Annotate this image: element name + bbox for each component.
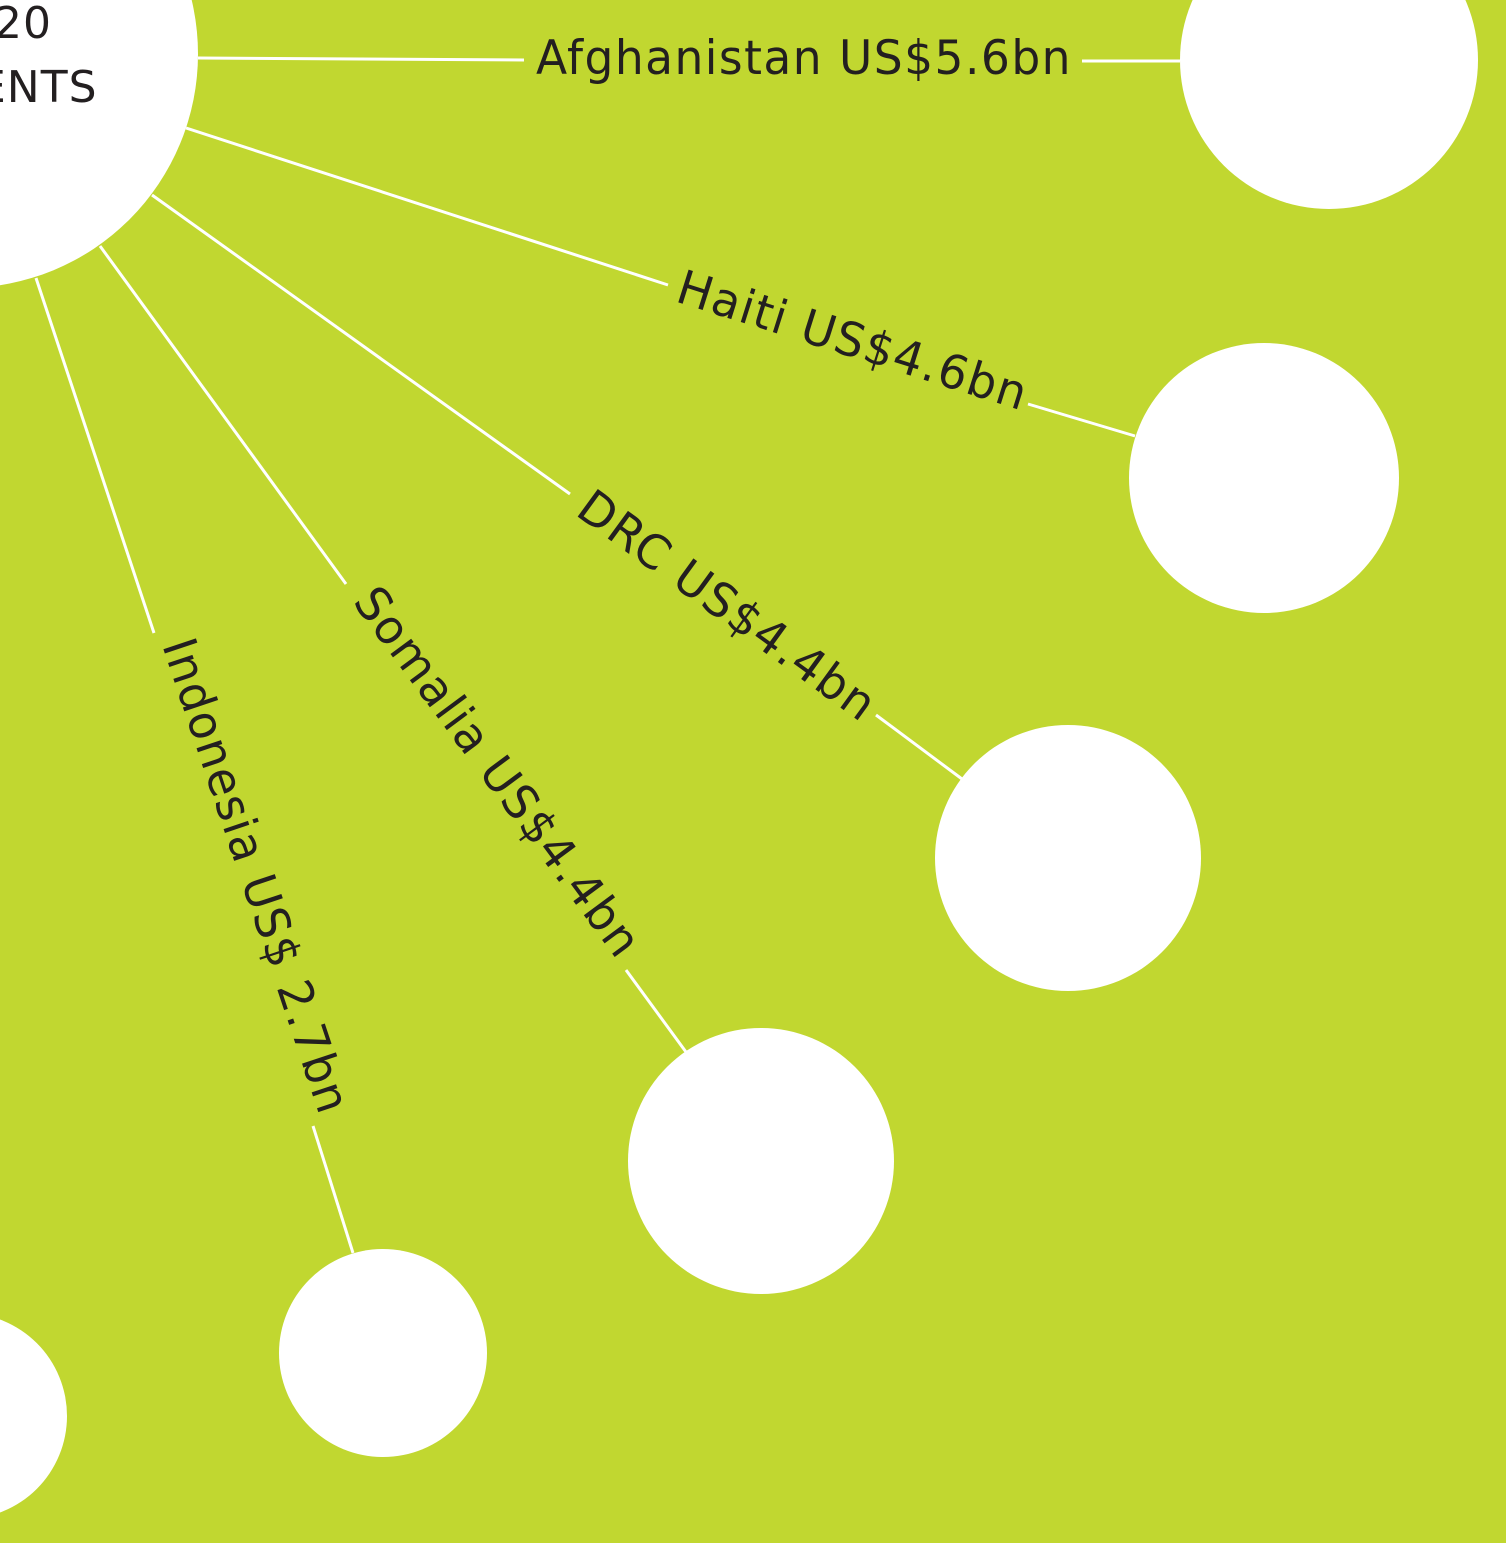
haiti-connector-node [1027, 402, 1136, 438]
afghanistan-label: Afghanistan US$5.6bn [536, 31, 1072, 86]
haiti-connector-hub [185, 126, 669, 287]
afghanistan-node [1180, 0, 1478, 209]
hub-label-line2: ENTS [0, 62, 98, 113]
indonesia-node [279, 1249, 487, 1457]
afghanistan-connector-hub [197, 56, 525, 62]
hub-node [0, 0, 198, 286]
somalia-label: Somalia US$4.4bn [342, 576, 652, 968]
haiti-label: Haiti US$4.6bn [670, 260, 1035, 422]
drc-label: DRC US$4.4bn [567, 479, 887, 733]
drc-connector-node [875, 713, 963, 781]
connector-lines [34, 56, 1180, 1254]
somalia-connector-hub [98, 245, 348, 585]
drc-connector-hub [151, 193, 571, 496]
drc-node [935, 725, 1201, 991]
hub-label-line1: 20 [0, 0, 52, 49]
indonesia-label: Indonesia US$ 2.7bn [151, 631, 361, 1121]
partial-node-bottom-left [0, 1319, 67, 1513]
somalia-node [628, 1028, 894, 1294]
haiti-node [1129, 343, 1399, 613]
somalia-connector-node [624, 969, 688, 1053]
indonesia-connector-node [311, 1125, 355, 1254]
indonesia-connector-hub [34, 277, 156, 634]
